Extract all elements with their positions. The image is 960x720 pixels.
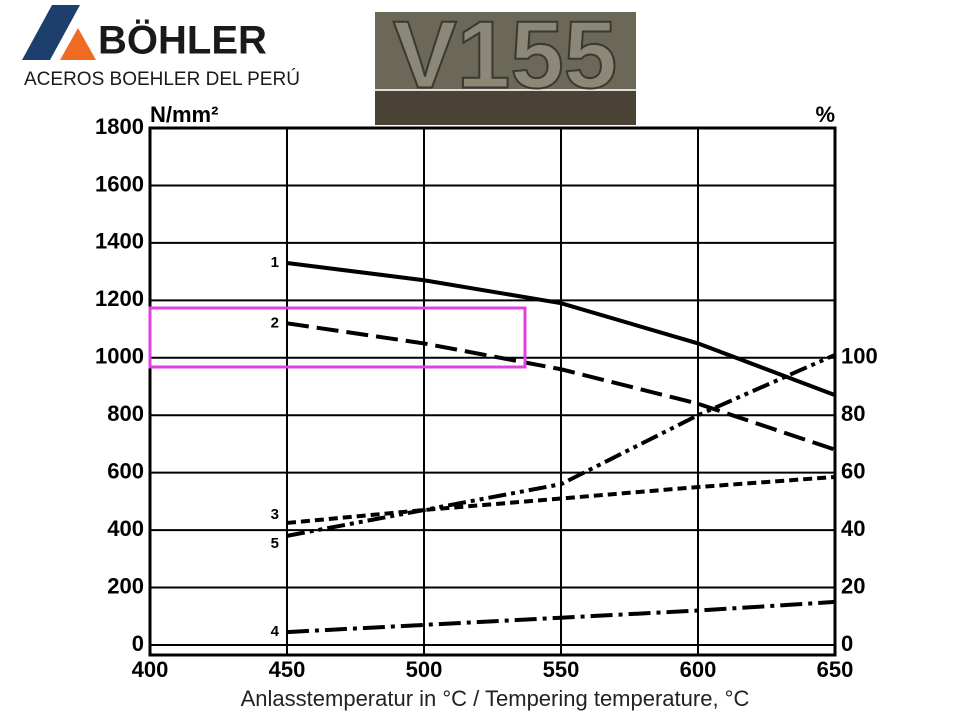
plot: 400 450 500 550 600 6500200400600800100012001…	[95, 114, 878, 682]
y-tick-label: 800	[107, 401, 144, 426]
x-axis-label: Anlasstemperatur in °C / Tempering tempe…	[241, 686, 750, 711]
y2-tick-label: 20	[841, 573, 865, 598]
x-tick-label: 650	[817, 657, 854, 682]
x-tick-label: 450	[269, 657, 306, 682]
series-line	[286, 599, 836, 635]
series-line	[286, 353, 836, 538]
series-label: 3	[271, 506, 279, 523]
series-label: 2	[271, 314, 279, 331]
logo-mark	[22, 5, 80, 60]
plot-frame	[148, 126, 837, 657]
y2-tick-label: 40	[841, 516, 865, 541]
x-tick-label: 550	[543, 657, 580, 682]
y2-tick-label: 100	[841, 344, 878, 369]
y-tick-label: 1800	[95, 114, 144, 139]
y-tick-label: 1000	[95, 344, 144, 369]
y2-tick-label: 80	[841, 401, 865, 426]
y2-axis-label: %	[815, 102, 835, 127]
brand: BÖHLER	[98, 18, 267, 63]
y-tick-label: 1400	[95, 229, 144, 254]
series-label: 4	[271, 623, 280, 640]
badge-text: V155	[393, 1, 617, 108]
badge-band	[375, 90, 636, 125]
x-tick-label: 400	[132, 657, 169, 682]
y2-tick-label: 60	[841, 458, 865, 483]
series-line	[286, 321, 836, 452]
series-line	[286, 261, 836, 397]
y2-tick-label: 0	[841, 631, 853, 656]
badge: V155	[375, 0, 636, 125]
brand-subtitle: ACEROS BOEHLER DEL PERÚ	[24, 68, 300, 90]
series-line	[286, 474, 836, 525]
highlight-box	[148, 306, 527, 369]
y-tick-label: 1200	[95, 286, 144, 311]
y-tick-label: 600	[107, 458, 144, 483]
y-tick-label: 1600	[95, 171, 144, 196]
y-tick-label: 0	[132, 631, 144, 656]
x-tick-label: 600	[680, 657, 717, 682]
y-tick-label: 200	[107, 573, 144, 598]
logo-mark	[60, 28, 96, 60]
y-axis-label: N/mm²	[150, 102, 218, 127]
series-label: 5	[271, 535, 279, 552]
logo: BÖHLER ACEROS BOEHLER DEL PERÚ	[22, 5, 300, 90]
y-tick-label: 400	[107, 516, 144, 541]
series-label: 1	[271, 254, 279, 271]
x-tick-label: 500	[406, 657, 443, 682]
